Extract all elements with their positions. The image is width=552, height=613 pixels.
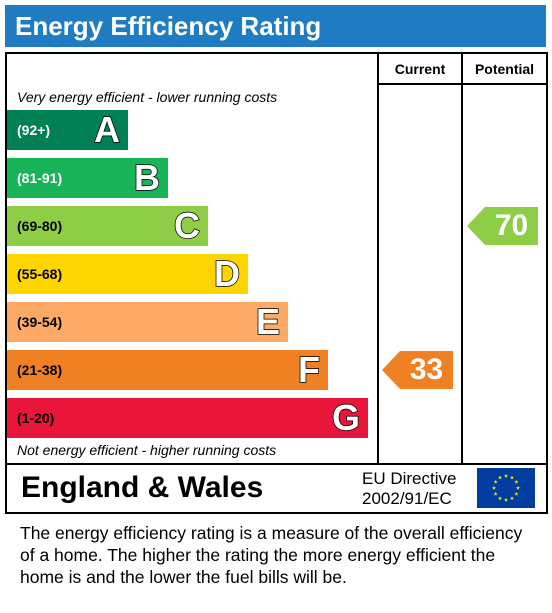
flag-star [497, 496, 503, 501]
flag-star [514, 491, 519, 496]
band-letter: B [133, 156, 161, 199]
current-arrow-tip [382, 351, 400, 389]
chart-title: Energy Efficiency Rating [15, 11, 322, 41]
band-b: (81-91) B [7, 156, 168, 199]
current-column-header: Current [394, 61, 446, 77]
band-letter: D [213, 252, 241, 295]
potential-arrow-tip [467, 207, 485, 245]
band-range-label: (81-91) [17, 170, 63, 186]
potential-rating-value: 70 [485, 207, 538, 245]
band-range-label: (55-68) [17, 266, 63, 282]
band-a: (92+) A [7, 108, 128, 151]
flag-star [503, 473, 509, 478]
directive-line-1: EU Directive [362, 469, 457, 488]
band-e: (39-54) E [7, 300, 288, 343]
band-range-label: (39-54) [17, 314, 63, 330]
potential-column-divider [461, 54, 463, 465]
current-column-divider [377, 54, 379, 465]
band-letter: E [255, 300, 281, 343]
footer-divider [7, 463, 546, 465]
eu-directive: EU Directive 2002/91/EC [362, 469, 456, 509]
flag-star [515, 485, 521, 490]
top-note: Very energy efficient - lower running co… [17, 89, 278, 105]
flag-star [509, 496, 515, 501]
flag-star [503, 497, 509, 502]
band-f: (21-38) F [7, 348, 328, 391]
flag-star [493, 479, 498, 484]
flag-star [493, 491, 498, 496]
eu-flag-icon [477, 468, 535, 508]
flag-star [497, 475, 503, 480]
potential-column-header: Potential [474, 61, 535, 77]
current-rating-arrow: 33 [382, 351, 453, 389]
flag-star [514, 479, 519, 484]
directive-line-2: 2002/91/EC [362, 489, 452, 508]
band-letter: A [93, 108, 121, 151]
header-divider [377, 83, 546, 85]
band-c: (69-80) C [7, 204, 208, 247]
band-range-label: (92+) [17, 122, 51, 138]
flag-star [509, 475, 515, 480]
title-bar: Energy Efficiency Rating [5, 5, 546, 47]
band-letter: F [297, 348, 321, 391]
country-label: England & Wales [21, 471, 264, 504]
band-range-label: (69-80) [17, 218, 63, 234]
band-g: (1-20) G [7, 396, 368, 439]
band-d: (55-68) D [7, 252, 248, 295]
description-text: The energy efficiency rating is a measur… [20, 523, 523, 587]
current-rating-value: 33 [400, 351, 453, 389]
band-letter: G [331, 396, 361, 439]
band-range-label: (21-38) [17, 362, 63, 378]
band-letter: C [173, 204, 201, 247]
rating-chart: Current Potential Very energy efficient … [5, 52, 548, 514]
potential-rating-arrow: 70 [467, 207, 538, 245]
band-range-label: (1-20) [17, 410, 55, 426]
flag-star [491, 485, 497, 490]
bottom-note: Not energy efficient - higher running co… [17, 442, 277, 458]
